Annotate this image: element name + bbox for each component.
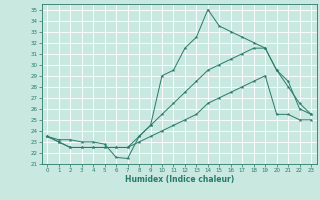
X-axis label: Humidex (Indice chaleur): Humidex (Indice chaleur) (124, 175, 234, 184)
